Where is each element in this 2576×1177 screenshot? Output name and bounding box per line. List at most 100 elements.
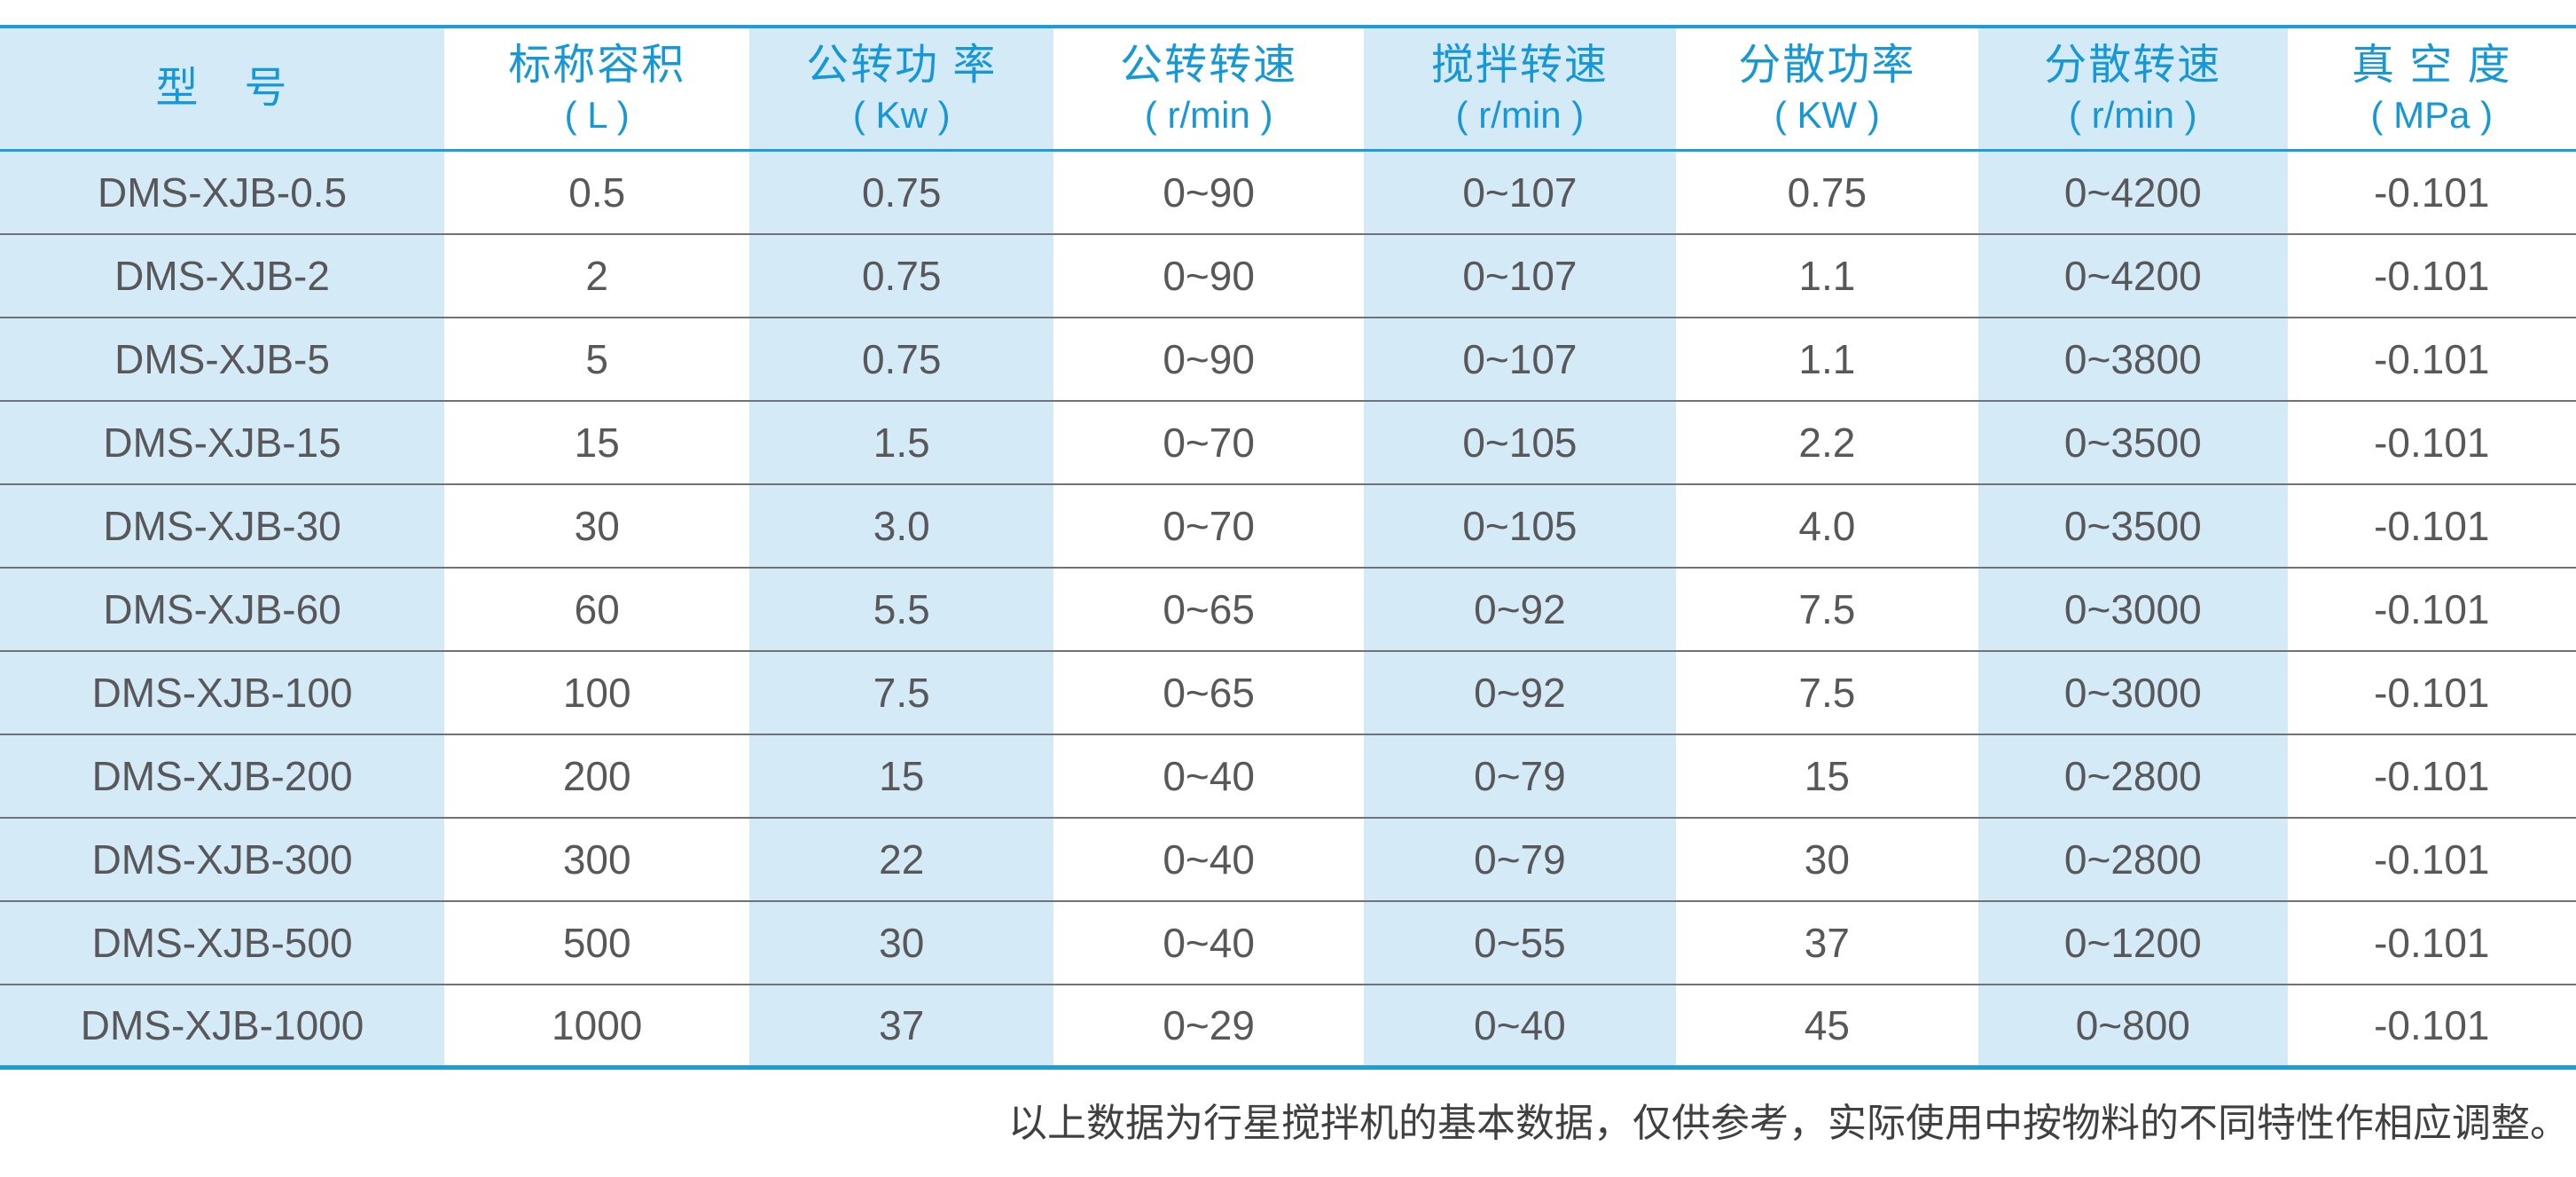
- column-header-revolution-speed: 公转转速 ( r/min ): [1053, 27, 1365, 152]
- table-cell: 4.0: [1675, 483, 1978, 568]
- model-cell: DMS-XJB-5: [0, 316, 445, 401]
- table-row: DMS-XJB-100 100 7.5 0~65 0~92 7.5 0~3000…: [0, 649, 2576, 734]
- model-cell: DMS-XJB-500: [0, 899, 445, 985]
- table-cell: -0.101: [2287, 983, 2576, 1068]
- column-header-vacuum-degree: 真 空 度 ( MPa ): [2287, 27, 2576, 152]
- model-cell: DMS-XJB-30: [0, 483, 445, 568]
- table-cell: 300: [444, 816, 750, 901]
- table-row: DMS-XJB-500 500 30 0~40 0~55 37 0~1200 -…: [0, 899, 2576, 985]
- table-cell: -0.101: [2287, 566, 2576, 651]
- column-header-revolution-power: 公转功 率 ( Kw ): [749, 27, 1054, 152]
- table-row: DMS-XJB-1000 1000 37 0~29 0~40 45 0~800 …: [0, 983, 2576, 1068]
- table-cell: 1.1: [1675, 316, 1978, 401]
- column-unit: ( MPa ): [2370, 93, 2494, 136]
- table-cell: 1000: [444, 983, 750, 1068]
- table-cell: 0~40: [1053, 816, 1365, 901]
- table-cell: 15: [749, 733, 1054, 818]
- column-unit: ( r/min ): [2068, 93, 2197, 136]
- table-cell: 0.75: [749, 316, 1054, 401]
- table-cell: 3.0: [749, 483, 1054, 568]
- table-row: DMS-XJB-15 15 1.5 0~70 0~105 2.2 0~3500 …: [0, 399, 2576, 484]
- table-cell: -0.101: [2287, 150, 2576, 234]
- table-cell: 0~3000: [1978, 566, 2288, 651]
- table-cell: -0.101: [2287, 733, 2576, 818]
- table-cell: 0~105: [1364, 399, 1676, 484]
- table-cell: 0~3800: [1978, 316, 2288, 401]
- table-cell: 0~2800: [1978, 733, 2288, 818]
- model-cell: DMS-XJB-200: [0, 733, 445, 818]
- table-cell: -0.101: [2287, 899, 2576, 985]
- table-cell: 0~800: [1978, 983, 2288, 1068]
- table-cell: -0.101: [2287, 816, 2576, 901]
- table-cell: 15: [444, 399, 750, 484]
- table-cell: 5: [444, 316, 750, 401]
- model-cell: DMS-XJB-2: [0, 232, 445, 318]
- table-cell: 0~90: [1053, 316, 1365, 401]
- table-cell: 7.5: [1675, 566, 1978, 651]
- table-cell: 0~65: [1053, 649, 1365, 734]
- table-cell: 0.75: [1675, 150, 1978, 234]
- table-cell: 0~70: [1053, 483, 1365, 568]
- column-header-dispersion-speed: 分散转速 ( r/min ): [1978, 27, 2288, 152]
- table-cell: -0.101: [2287, 232, 2576, 318]
- table-cell: -0.101: [2287, 316, 2576, 401]
- table-cell: 0~107: [1364, 316, 1676, 401]
- column-title: 分散功率: [1738, 41, 1916, 89]
- table-cell: 0.75: [749, 232, 1054, 318]
- table-cell: 0.75: [749, 150, 1054, 234]
- table-cell: 0~4200: [1978, 232, 2288, 318]
- column-unit: ( r/min ): [1144, 93, 1273, 136]
- model-cell: DMS-XJB-100: [0, 649, 445, 734]
- table-row: DMS-XJB-0.5 0.5 0.75 0~90 0~107 0.75 0~4…: [0, 150, 2576, 234]
- table-cell: 22: [749, 816, 1054, 901]
- table-row: DMS-XJB-300 300 22 0~40 0~79 30 0~2800 -…: [0, 816, 2576, 901]
- table-cell: 0~40: [1053, 899, 1365, 985]
- table-cell: 0~65: [1053, 566, 1365, 651]
- table-cell: 1.5: [749, 399, 1054, 484]
- table-cell: 2: [444, 232, 750, 318]
- column-header-model: 型 号: [0, 27, 445, 152]
- table-cell: 0~90: [1053, 232, 1365, 318]
- table-cell: 37: [749, 983, 1054, 1068]
- table-cell: 0~79: [1364, 733, 1676, 818]
- table-cell: 0~107: [1364, 150, 1676, 234]
- table-cell: 45: [1675, 983, 1978, 1068]
- table-cell: 30: [1675, 816, 1978, 901]
- spec-sheet-page: 型 号 标称容积 ( L ) 公转功 率 ( Kw ): [0, 25, 2576, 1177]
- table-cell: 0~55: [1364, 899, 1676, 985]
- model-cell: DMS-XJB-15: [0, 399, 445, 484]
- table-cell: 37: [1675, 899, 1978, 985]
- column-title: 标称容积: [508, 41, 686, 89]
- header-row: 型 号 标称容积 ( L ) 公转功 率 ( Kw ): [0, 27, 2576, 152]
- column-title: 公转转速: [1120, 41, 1298, 89]
- table-cell: 0~2800: [1978, 816, 2288, 901]
- table-cell: 30: [444, 483, 750, 568]
- table-cell: 0~40: [1053, 733, 1365, 818]
- table-cell: 0~107: [1364, 232, 1676, 318]
- table-cell: 2.2: [1675, 399, 1978, 484]
- column-unit: ( KW ): [1773, 93, 1880, 136]
- table-cell: 0~79: [1364, 816, 1676, 901]
- column-header-dispersion-power: 分散功率 ( KW ): [1675, 27, 1978, 152]
- spec-table: 型 号 标称容积 ( L ) 公转功 率 ( Kw ): [0, 25, 2576, 1070]
- table-cell: 7.5: [1675, 649, 1978, 734]
- table-header: 型 号 标称容积 ( L ) 公转功 率 ( Kw ): [0, 27, 2576, 152]
- column-title: 搅拌转速: [1430, 41, 1609, 89]
- footnote: 以上数据为行星搅拌机的基本数据，仅供参考，实际使用中按物料的不同特性作相应调整。: [1008, 1101, 2569, 1146]
- table-row: DMS-XJB-5 5 0.75 0~90 0~107 1.1 0~3800 -…: [0, 316, 2576, 401]
- model-cell: DMS-XJB-60: [0, 566, 445, 651]
- table-body: DMS-XJB-0.5 0.5 0.75 0~90 0~107 0.75 0~4…: [0, 150, 2576, 1068]
- column-unit: ( Kw ): [852, 93, 951, 136]
- table-cell: 0~29: [1053, 983, 1365, 1068]
- table-cell: 30: [749, 899, 1054, 985]
- table-cell: 1.1: [1675, 232, 1978, 318]
- table-cell: 0~40: [1364, 983, 1676, 1068]
- table-cell: 60: [444, 566, 750, 651]
- table-cell: 0~90: [1053, 150, 1365, 234]
- column-unit: ( r/min ): [1455, 93, 1585, 136]
- table-cell: 0~105: [1364, 483, 1676, 568]
- column-title: 真 空 度: [2351, 41, 2512, 89]
- table-row: DMS-XJB-2 2 0.75 0~90 0~107 1.1 0~4200 -…: [0, 232, 2576, 318]
- table-cell: 0~92: [1364, 649, 1676, 734]
- table-cell: 5.5: [749, 566, 1054, 651]
